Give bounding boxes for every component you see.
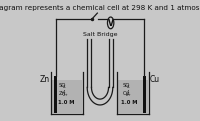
Text: Zn: Zn [40, 75, 50, 84]
Bar [54, 76, 57, 113]
Bar [52, 79, 82, 113]
Text: 1.0 M: 1.0 M [121, 100, 138, 105]
Text: 2+: 2+ [126, 93, 132, 97]
Text: Salt Bridge: Salt Bridge [83, 32, 117, 37]
Bar [143, 76, 146, 113]
Text: V: V [108, 19, 114, 28]
Text: 2-
4: 2- 4 [63, 85, 67, 94]
Text: Zn: Zn [59, 91, 66, 96]
Text: Cu: Cu [122, 91, 129, 96]
Text: 2-
4: 2- 4 [126, 85, 130, 94]
Text: 1.0 M: 1.0 M [58, 100, 74, 105]
Text: 2+: 2+ [63, 93, 68, 97]
Text: SO: SO [59, 83, 66, 88]
Text: The diagram represents a chemical cell at 298 K and 1 atmosphere.: The diagram represents a chemical cell a… [0, 5, 200, 11]
Text: SO: SO [122, 83, 130, 88]
Bar [118, 79, 148, 113]
Text: Cu: Cu [150, 75, 160, 84]
